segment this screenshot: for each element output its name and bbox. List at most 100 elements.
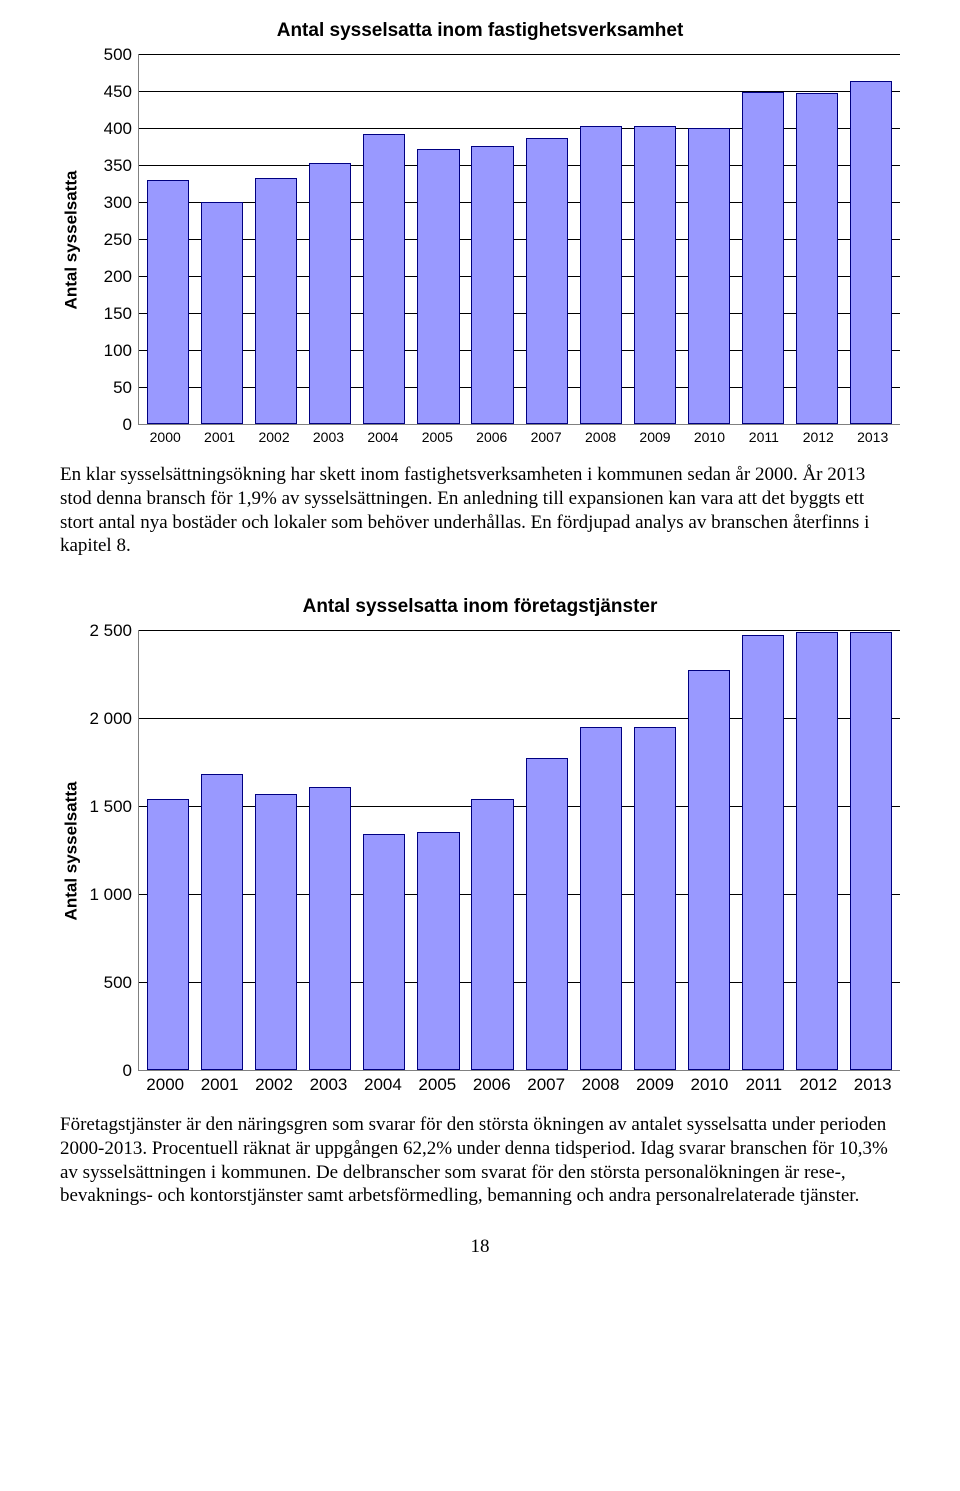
bar <box>742 635 784 1070</box>
y-tick: 0 <box>82 1062 132 1079</box>
x-tick: 2004 <box>356 1071 410 1095</box>
x-tick: 2009 <box>628 1071 682 1095</box>
chart2-title: Antal sysselsatta inom företagstjänster <box>60 596 900 618</box>
chart1-plot <box>138 54 900 425</box>
chart-foretag: Antal sysselsatta inom företagstjänster … <box>60 596 900 1095</box>
bar <box>255 794 297 1070</box>
bar-slot <box>682 54 736 424</box>
bar-slot <box>682 630 736 1070</box>
bar-slot <box>844 630 898 1070</box>
bar <box>201 202 243 424</box>
x-tick: 2012 <box>791 425 845 445</box>
bar <box>363 134 405 424</box>
chart2-ylabel: Antal sysselsatta <box>61 781 81 920</box>
x-tick: 2005 <box>410 425 464 445</box>
bar-slot <box>790 630 844 1070</box>
x-tick: 2007 <box>519 1071 573 1095</box>
bar-slot <box>465 630 519 1070</box>
bar-slot <box>249 630 303 1070</box>
bar <box>850 81 892 424</box>
y-tick: 200 <box>82 268 132 285</box>
y-tick: 300 <box>82 194 132 211</box>
y-tick: 1 500 <box>82 798 132 815</box>
y-tick: 150 <box>82 305 132 322</box>
page: Antal sysselsatta inom fastighetsverksam… <box>0 0 960 1298</box>
x-tick: 2004 <box>356 425 410 445</box>
bar <box>363 834 405 1070</box>
chart2-yticks: 2 5002 0001 5001 0005000 <box>82 630 138 1070</box>
bar <box>147 799 189 1070</box>
page-number: 18 <box>60 1236 900 1258</box>
y-tick: 50 <box>82 379 132 396</box>
x-tick: 2011 <box>737 1071 791 1095</box>
chart1-title: Antal sysselsatta inom fastighetsverksam… <box>60 20 900 42</box>
bar <box>796 93 838 424</box>
y-tick: 0 <box>82 416 132 433</box>
x-tick: 2009 <box>628 425 682 445</box>
bar-slot <box>195 630 249 1070</box>
bar-slot <box>357 630 411 1070</box>
x-tick: 2010 <box>682 425 736 445</box>
bar-slot <box>411 630 465 1070</box>
bar-slot <box>249 54 303 424</box>
y-tick: 450 <box>82 83 132 100</box>
chart2-body: Antal sysselsatta 2 5002 0001 5001 00050… <box>60 630 900 1071</box>
x-tick: 2003 <box>301 1071 355 1095</box>
x-tick: 2000 <box>138 425 192 445</box>
paragraph-2: Företagstjänster är den näringsgren som … <box>60 1113 900 1208</box>
chart2-plot <box>138 630 900 1071</box>
bar <box>309 163 351 424</box>
bar-slot <box>736 630 790 1070</box>
y-tick: 350 <box>82 157 132 174</box>
bar-slot <box>628 630 682 1070</box>
bar <box>147 180 189 424</box>
bar <box>850 632 892 1070</box>
bar <box>634 126 676 424</box>
bar-slot <box>520 630 574 1070</box>
y-tick: 250 <box>82 231 132 248</box>
x-tick: 2001 <box>192 425 246 445</box>
bar-slot <box>195 54 249 424</box>
y-tick: 2 500 <box>82 622 132 639</box>
chart1-yticks: 500450400350300250200150100500 <box>82 54 138 424</box>
chart2-xticks: 2000200120022003200420052006200720082009… <box>138 1071 900 1095</box>
x-tick: 2013 <box>845 1071 899 1095</box>
chart1-ylabel-wrap: Antal sysselsatta <box>60 54 82 425</box>
bar <box>526 758 568 1070</box>
chart2-bars <box>139 630 900 1070</box>
bar-slot <box>574 630 628 1070</box>
bar-slot <box>411 54 465 424</box>
x-tick: 2008 <box>573 1071 627 1095</box>
bar <box>688 670 730 1070</box>
chart-fastighet: Antal sysselsatta inom fastighetsverksam… <box>60 20 900 445</box>
bar-slot <box>574 54 628 424</box>
x-tick: 2006 <box>465 425 519 445</box>
bar <box>526 138 568 424</box>
y-tick: 2 000 <box>82 710 132 727</box>
x-tick: 2003 <box>301 425 355 445</box>
bar-slot <box>790 54 844 424</box>
x-tick: 2005 <box>410 1071 464 1095</box>
bar <box>580 126 622 424</box>
x-tick: 2006 <box>465 1071 519 1095</box>
bar-slot <box>844 54 898 424</box>
x-tick: 2012 <box>791 1071 845 1095</box>
x-tick: 2002 <box>247 425 301 445</box>
x-tick: 2013 <box>845 425 899 445</box>
x-tick: 2001 <box>192 1071 246 1095</box>
x-tick: 2007 <box>519 425 573 445</box>
bar-slot <box>465 54 519 424</box>
bar <box>688 128 730 424</box>
chart1-bars <box>139 54 900 424</box>
bar <box>417 149 459 424</box>
y-tick: 100 <box>82 342 132 359</box>
bar-slot <box>520 54 574 424</box>
x-tick: 2011 <box>737 425 791 445</box>
x-tick: 2002 <box>247 1071 301 1095</box>
bar <box>255 178 297 424</box>
chart1-body: Antal sysselsatta 5004504003503002502001… <box>60 54 900 425</box>
y-tick: 500 <box>82 46 132 63</box>
bar <box>742 92 784 424</box>
x-tick: 2008 <box>573 425 627 445</box>
bar-slot <box>141 630 195 1070</box>
